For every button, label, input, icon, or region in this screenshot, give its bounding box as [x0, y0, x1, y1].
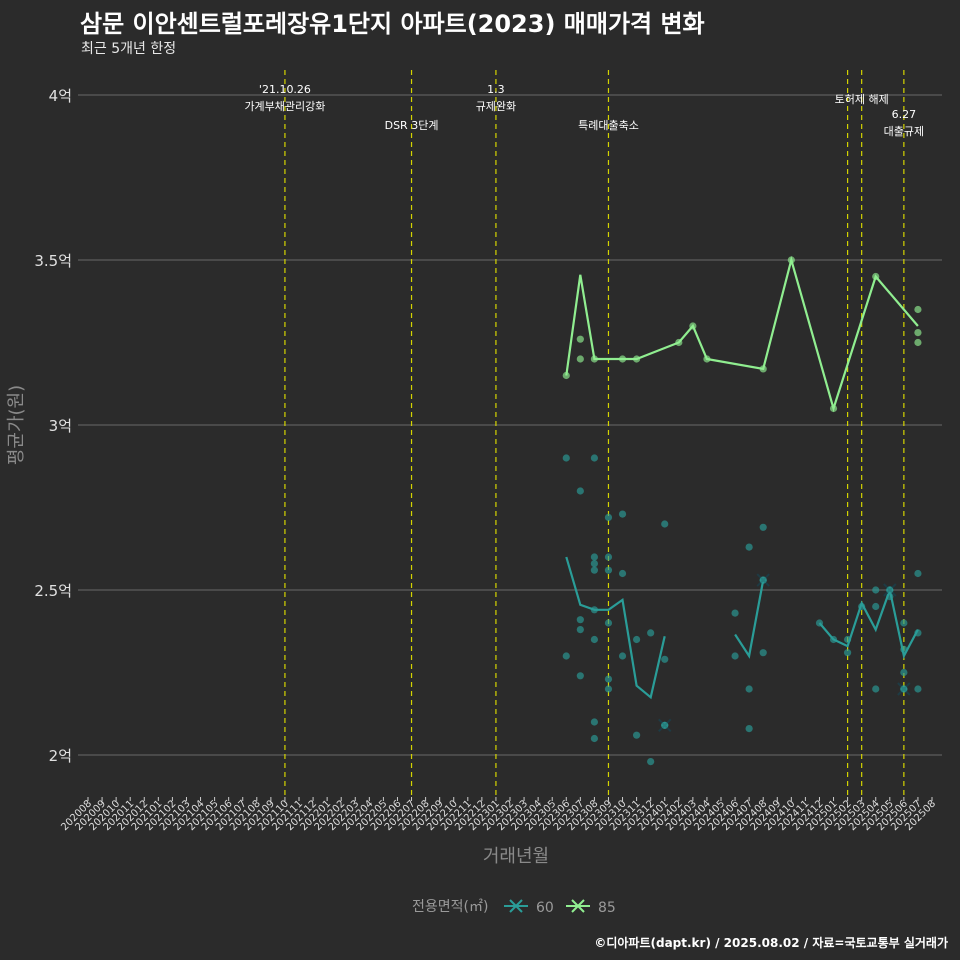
trade-point-60	[604, 685, 613, 693]
trade-point-60	[661, 520, 669, 528]
event-label: 6.27	[892, 108, 917, 121]
trade-point-60	[900, 668, 908, 677]
single-trade-marks	[658, 573, 911, 733]
trade-point-85	[576, 335, 584, 343]
trade-point-60	[618, 652, 627, 660]
trade-point-85	[562, 371, 570, 380]
trade-point-60	[590, 454, 599, 462]
trade-point-60	[872, 685, 880, 693]
trade-point-60	[562, 652, 570, 660]
event-label: 특례대출축소	[578, 119, 639, 132]
trade-point-60	[900, 619, 908, 627]
trade-point-60	[604, 619, 613, 627]
trade-point-60	[604, 566, 613, 574]
trade-points	[562, 256, 922, 766]
event-label: '21.10.26	[259, 83, 311, 96]
trade-point-60	[590, 734, 599, 743]
y-axis-title: 평균가(원)	[6, 385, 27, 465]
source-credit: ©디아파트(dapt.kr) / 2025.08.02 / 자료=국토교통부 실…	[594, 936, 948, 950]
trade-point-60	[576, 626, 584, 634]
trade-point-60	[590, 718, 599, 726]
single-trade-point	[900, 685, 908, 693]
trade-point-60	[872, 586, 880, 594]
series-line-60	[818, 585, 919, 660]
y-tick-label: 2.5억	[34, 582, 72, 600]
legend-title: 전용면적(㎡)	[412, 899, 488, 915]
single-trade-point	[759, 576, 767, 584]
trade-point-60	[618, 510, 627, 518]
legend-key-cross	[509, 899, 523, 913]
trade-point-85	[914, 338, 922, 347]
trade-point-60	[576, 672, 584, 680]
trade-point-60	[576, 487, 584, 495]
legend: 전용면적(㎡) 60 85	[412, 899, 616, 916]
y-tick-label: 3억	[49, 417, 72, 435]
trade-point-60	[633, 731, 641, 739]
trade-point-60	[618, 569, 627, 578]
legend-label: 60	[536, 900, 554, 916]
x-tick-labels: 2020082020092020102020112020122021012021…	[59, 797, 938, 833]
trade-point-85	[914, 329, 922, 337]
trade-point-85	[914, 305, 922, 314]
legend-key-cross	[571, 899, 585, 913]
trade-point-60	[759, 523, 767, 531]
trade-point-60	[844, 649, 852, 657]
x-axis-title: 거래년월	[483, 846, 549, 867]
event-label: 가계부채관리강화	[244, 100, 325, 113]
trade-point-60	[647, 629, 655, 637]
trade-point-60	[590, 553, 599, 561]
trade-point-60	[604, 553, 613, 561]
event-label: 토허제 해제	[835, 92, 889, 106]
trade-point-60	[731, 609, 739, 617]
trade-point-60	[633, 635, 641, 644]
single-trade-point	[661, 721, 669, 729]
single-trade-point	[886, 586, 894, 594]
trade-point-60	[745, 725, 753, 733]
series-lines	[565, 255, 919, 700]
trade-point-60	[562, 454, 570, 462]
series-line-85	[565, 255, 919, 413]
series-line-60	[734, 579, 765, 659]
y-tick-labels: 2억 2.5억 3억 3.5억 4억	[34, 87, 72, 765]
event-label: DSR 3단계	[385, 119, 439, 132]
event-label: 규제완화	[476, 100, 516, 113]
trade-point-60	[745, 543, 753, 551]
trade-point-60	[872, 602, 880, 611]
y-tick-label: 3.5억	[34, 252, 72, 270]
y-tick-label: 4억	[49, 87, 72, 105]
event-label: 1.3	[487, 83, 505, 96]
trade-point-85	[576, 355, 584, 363]
trade-point-60	[590, 635, 599, 644]
trade-point-60	[759, 649, 767, 657]
trade-point-60	[647, 758, 655, 766]
trade-point-60	[914, 685, 922, 693]
trade-point-60	[604, 675, 613, 683]
trade-point-60	[731, 652, 739, 660]
trade-point-60	[914, 569, 922, 578]
trade-point-60	[576, 616, 584, 624]
event-label: 대출규제	[884, 125, 924, 138]
series-line-60	[565, 556, 666, 700]
grid-lines	[78, 94, 942, 756]
trade-point-60	[590, 566, 599, 574]
trade-point-60	[661, 655, 669, 663]
chart-title: 삼문 이안센트럴포레장유1단지 아파트(2023) 매매가격 변화	[80, 10, 705, 38]
chart-subtitle: 최근 5개년 한정	[81, 41, 177, 57]
trade-point-60	[604, 513, 613, 522]
y-tick-label: 2억	[49, 747, 72, 765]
trade-point-60	[745, 685, 753, 693]
trade-point-60	[590, 560, 599, 568]
legend-label: 85	[598, 900, 616, 916]
